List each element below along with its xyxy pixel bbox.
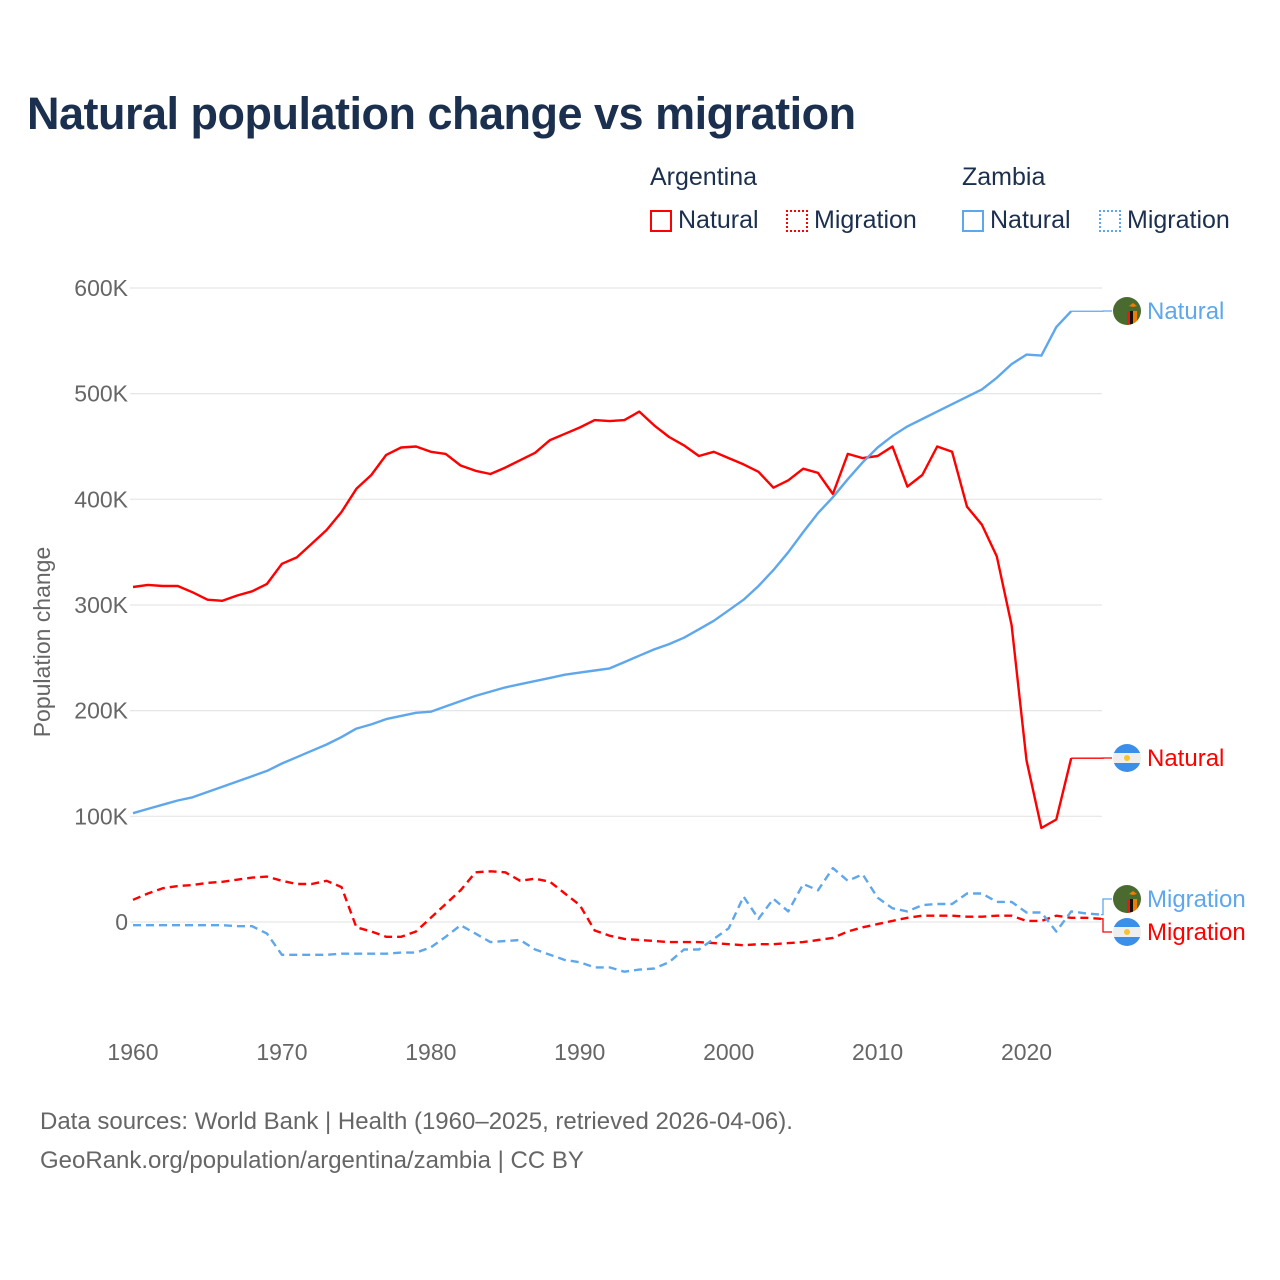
series-line-zambia-migration[interactable] [133,866,1102,973]
argentina-flag-icon [1113,744,1141,772]
y-axis-label: Population change [29,547,55,738]
y-tick-label: 0 [115,909,128,935]
label-connector [1101,918,1112,933]
chart-title: Natural population change vs migration [27,88,856,139]
end-label-zambia-migration: Migration [1147,886,1246,913]
series-line-zambia-natural[interactable] [132,310,1073,815]
legend-item-zambia-migration[interactable]: Migration [1099,206,1230,235]
legend-swatch-dotted-red [786,209,808,232]
legend-label: Natural [990,206,1071,234]
legend-label: Migration [1127,206,1230,234]
x-tick-label: 1980 [405,1039,456,1065]
series-line-argentina-migration[interactable] [132,870,1102,947]
label-connector [1101,898,1112,916]
x-tick-label: 2010 [852,1039,903,1065]
legend-label: Natural [678,206,759,234]
legend-item-argentina-natural[interactable]: Natural [650,206,759,235]
legend-label: Migration [814,206,917,234]
legend-group-zambia: Zambia [962,163,1046,191]
legend-item-argentina-migration[interactable]: Migration [786,206,917,235]
legend-swatch-solid-blue [962,209,984,232]
y-tick-label: 500K [74,381,128,407]
zambia-flag-icon [1113,297,1141,325]
legend-swatch-dotted-blue [1099,209,1121,232]
x-tick-label: 1990 [554,1039,605,1065]
legend-group-argentina: Argentina [650,163,758,191]
footer-attribution[interactable]: GeoRank.org/population/argentina/zambia … [40,1147,584,1174]
y-tick-label: 600K [74,275,128,301]
argentina-flag-icon [1113,918,1141,946]
y-tick-label: 400K [74,486,128,512]
y-tick-label: 300K [74,592,128,618]
x-tick-label: 2020 [1001,1039,1052,1065]
end-label-argentina-migration: Migration [1147,919,1246,946]
x-tick-label: 1970 [256,1039,307,1065]
legend-swatch-solid-red [650,209,672,232]
legend-item-zambia-natural[interactable]: Natural [962,206,1071,235]
x-tick-label: 1960 [107,1039,158,1065]
y-tick-label: 200K [74,698,128,724]
y-tick-label: 100K [74,803,128,829]
zambia-flag-icon [1113,885,1141,913]
series-line-argentina-natural[interactable] [132,410,1073,830]
end-label-zambia-natural: Natural [1147,298,1224,325]
x-tick-label: 2000 [703,1039,754,1065]
footer-sources: Data sources: World Bank | Health (1960–… [40,1108,793,1135]
end-label-argentina-natural: Natural [1147,745,1224,772]
